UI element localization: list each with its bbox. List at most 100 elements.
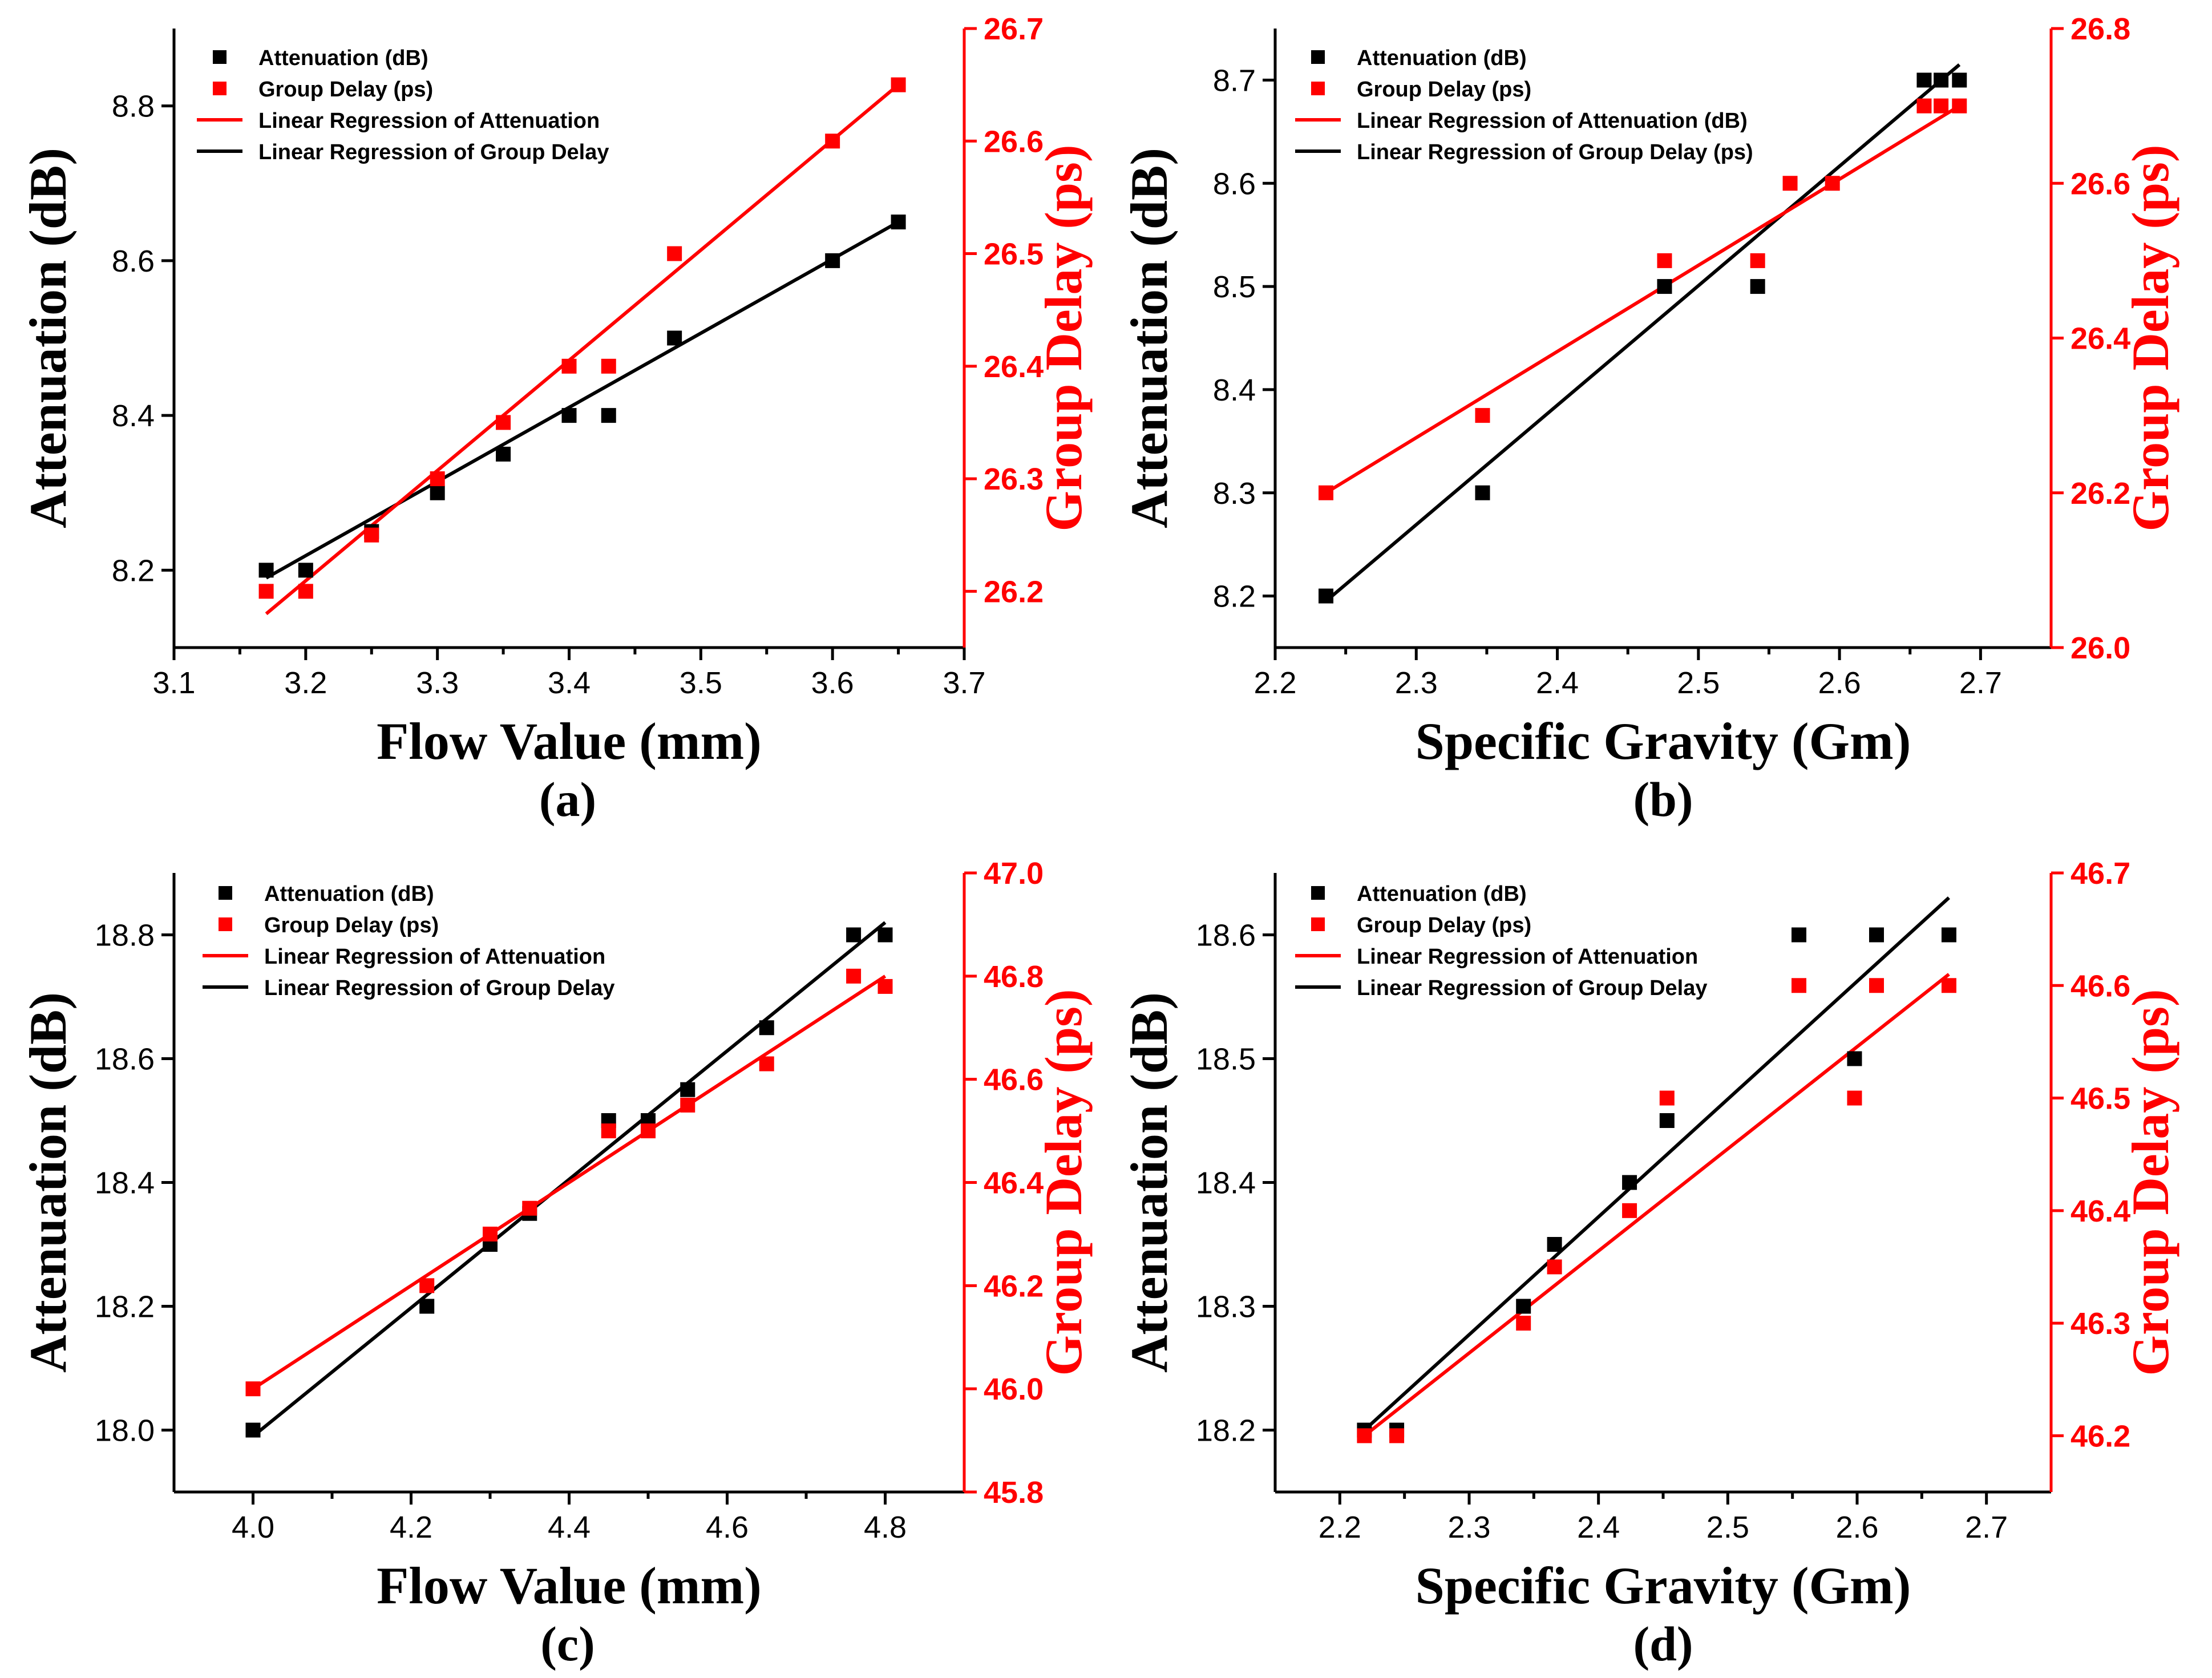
legend-marker: [213, 82, 227, 95]
y-tick-label: 8.2: [112, 553, 155, 588]
attenuation-point: [1622, 1175, 1637, 1190]
y2-axis-title: Group Delay (ps): [1034, 144, 1093, 531]
y-tick-label: 18.6: [1196, 919, 1256, 953]
x-tick-label: 2.5: [1677, 666, 1720, 700]
regression-line-black: [1325, 63, 1961, 603]
group-delay-point: [667, 246, 682, 261]
attenuation-point: [1319, 588, 1334, 604]
legend: Attenuation (dB) Group Delay (ps) Linear R…: [197, 46, 609, 164]
y2-tick-label: 45.8: [984, 1475, 1044, 1510]
x-tick-label: 2.3: [1447, 1510, 1490, 1544]
legend-entry-label: Group Delay (ps): [1357, 78, 1531, 102]
group-delay-point: [891, 77, 906, 92]
attenuation-point: [1516, 1299, 1531, 1314]
x-tick-label: 3.3: [416, 666, 459, 700]
x-tick-label: 2.2: [1319, 1510, 1361, 1544]
y2-tick-label: 46.0: [984, 1372, 1044, 1406]
x-tick-label: 4.8: [864, 1510, 907, 1544]
legend-entry-label: Linear Regression of Attenuation: [258, 109, 600, 133]
legend-entry-label: Linear Regression of Group Delay: [1357, 976, 1707, 1000]
x-tick-label: 2.7: [1959, 666, 2002, 700]
group-delay-point: [759, 1056, 774, 1072]
y-tick-label: 8.4: [112, 399, 155, 433]
chart-panel-3: 4.0 4.2 4.4 4.6 4.8 18.0 18.2 18.4 18.6 18.8 45.8 4…: [19, 856, 1093, 1671]
group-delay-point: [1750, 253, 1765, 268]
y2-tick-label: 26.3: [984, 462, 1044, 496]
y-tick-label: 18.2: [95, 1290, 155, 1324]
group-delay-point: [364, 527, 379, 543]
y-axis-title: Attenuation (dB): [19, 148, 77, 528]
y-tick-label: 18.0: [95, 1414, 155, 1448]
group-delay-point: [1941, 978, 1956, 993]
group-delay-point: [430, 471, 445, 487]
group-delay-point: [601, 1123, 616, 1139]
group-delay-point: [846, 968, 862, 984]
group-delay-point: [1782, 176, 1798, 191]
group-delay-point: [1547, 1259, 1562, 1275]
group-delay-point: [601, 358, 616, 374]
attenuation-point: [1952, 72, 1967, 88]
y-tick-label: 18.4: [1196, 1166, 1256, 1200]
attenuation-point: [1657, 279, 1672, 294]
legend-marker: [213, 50, 227, 64]
y-tick-label: 18.2: [1196, 1414, 1256, 1448]
chart-panel-2: 2.2 2.3 2.4 2.5 2.6 2.7 8.2 8.3 8.4 8.5 8.6 8.7 26.0…: [1120, 12, 2179, 827]
attenuation-point: [1941, 927, 1956, 943]
x-tick-label: 4.2: [390, 1510, 432, 1544]
x-tick-label: 2.4: [1536, 666, 1579, 700]
attenuation-point: [430, 485, 445, 500]
attenuation-point: [759, 1020, 774, 1036]
y2-tick-label: 26.5: [984, 237, 1044, 272]
x-tick-label: 3.1: [152, 666, 195, 700]
y2-tick-label: 26.8: [2071, 12, 2130, 46]
legend-marker: [1311, 50, 1325, 64]
legend-entry-label: Linear Regression of Group Delay (ps): [1357, 140, 1753, 164]
y2-tick-label: 46.7: [2071, 856, 2130, 891]
y2-tick-label: 26.2: [2071, 476, 2130, 511]
y-tick-label: 18.4: [95, 1166, 155, 1200]
attenuation-point: [298, 563, 313, 578]
y-tick-label: 18.3: [1196, 1290, 1256, 1324]
panel-label: (d): [1633, 1616, 1693, 1671]
legend-entry-label: Group Delay (ps): [1357, 913, 1531, 937]
attenuation-point: [601, 408, 616, 423]
attenuation-point: [561, 408, 577, 423]
chart-panel-1: 3.1 3.2 3.3 3.4 3.5 3.6 3.7 8.2 8.4 8.6 8.8 26.2 26.…: [19, 12, 1093, 827]
legend-entry-label: Linear Regression of Group Delay: [258, 140, 609, 164]
regression-line-red: [252, 975, 887, 1390]
x-tick-label: 3.2: [284, 666, 327, 700]
attenuation-point: [1475, 485, 1490, 500]
legend-marker: [1311, 82, 1325, 95]
x-tick-label: 2.7: [1965, 1510, 2008, 1544]
legend-entry-label: Linear Regression of Group Delay: [264, 976, 614, 1000]
group-delay-point: [1934, 98, 1949, 114]
y2-tick-label: 46.2: [984, 1269, 1044, 1303]
group-delay-point: [877, 979, 893, 994]
group-delay-point: [496, 415, 511, 430]
legend: Attenuation (dB) Group Delay (ps) Linear R…: [203, 882, 614, 1000]
attenuation-point: [667, 330, 682, 346]
x-tick-label: 2.6: [1835, 1510, 1878, 1544]
x-tick-label: 3.5: [680, 666, 722, 700]
x-tick-label: 2.6: [1818, 666, 1861, 700]
regression-line-black: [252, 921, 887, 1438]
attenuation-point: [245, 1422, 261, 1438]
y-tick-label: 8.4: [1213, 373, 1256, 407]
x-tick-label: 2.3: [1395, 666, 1438, 700]
attenuation-point: [1916, 72, 1932, 88]
group-delay-point: [825, 134, 840, 149]
legend-marker: [1311, 917, 1325, 931]
y-tick-label: 8.7: [1213, 63, 1256, 98]
x-tick-label: 4.0: [232, 1510, 274, 1544]
attenuation-point: [1869, 927, 1884, 943]
attenuation-point: [891, 215, 906, 230]
chart-panel-4: 2.2 2.3 2.4 2.5 2.6 2.7 18.2 18.3 18.4 18.5 18.6 46…: [1120, 856, 2179, 1671]
group-delay-point: [1825, 176, 1840, 191]
group-delay-point: [483, 1226, 498, 1242]
regression-line-black: [265, 220, 900, 580]
legend-marker: [219, 917, 232, 931]
y2-tick-label: 26.4: [2071, 322, 2130, 356]
attenuation-point: [1750, 279, 1765, 294]
y2-axis-title: Group Delay (ps): [2121, 989, 2179, 1376]
attenuation-point: [877, 927, 893, 943]
